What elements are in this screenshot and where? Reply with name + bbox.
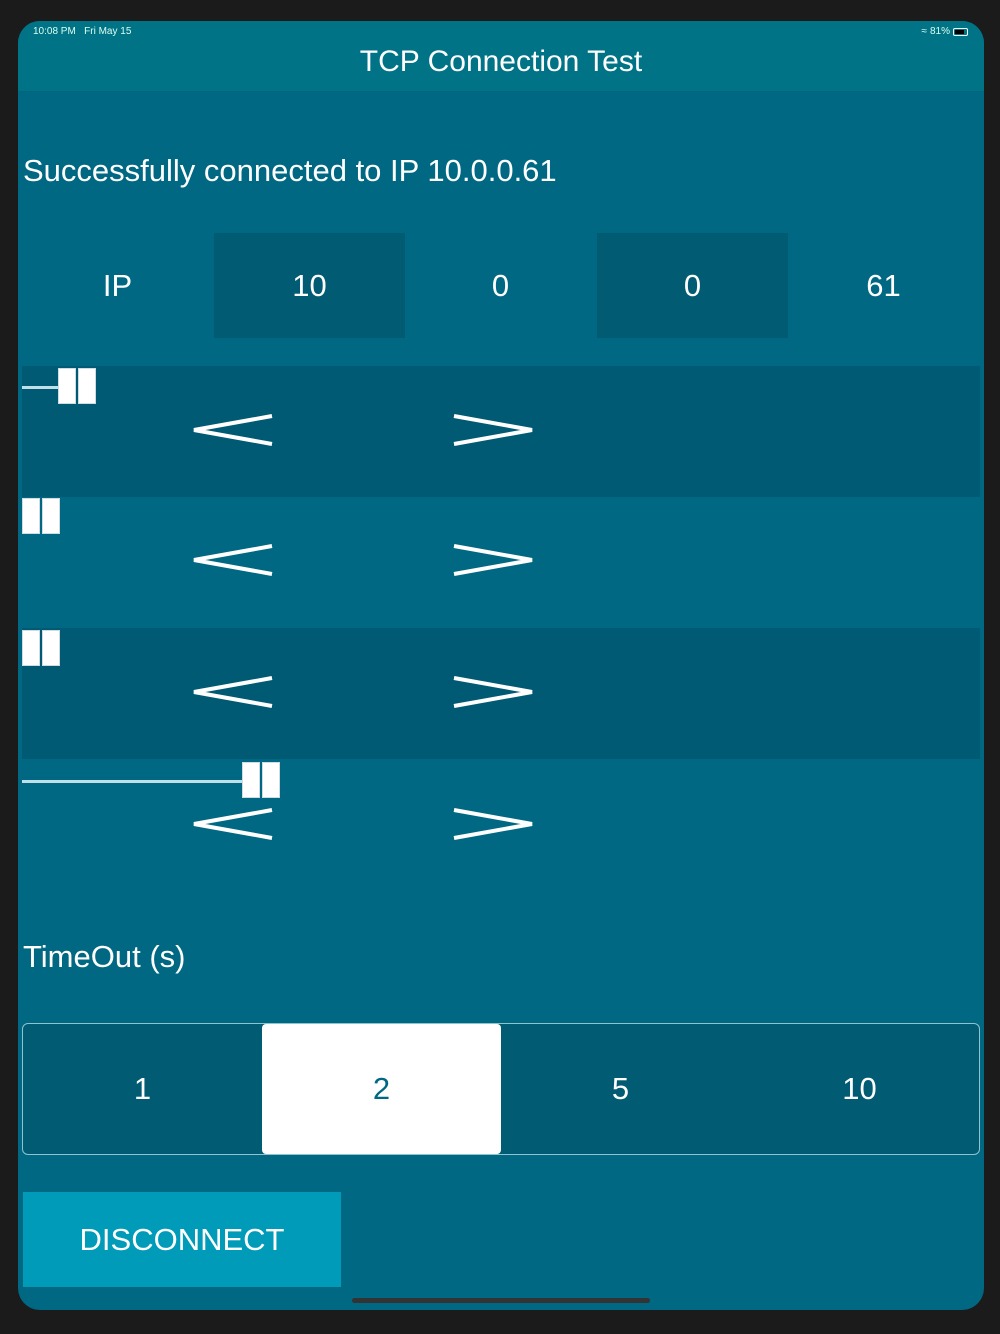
slider-thumb[interactable]	[58, 368, 97, 404]
ip-octet-2: 0	[491, 267, 510, 303]
timeout-option-1[interactable]: 1	[133, 1071, 152, 1106]
timeout-option-2[interactable]: 2	[262, 1024, 501, 1154]
timeout-option-10[interactable]: 10	[842, 1071, 877, 1106]
battery-percent: 81%	[929, 26, 950, 37]
ip-octet-4: 61	[866, 267, 901, 303]
page-title: TCP Connection Test	[359, 45, 643, 78]
slider-thumb[interactable]	[22, 630, 60, 666]
slider-thumb[interactable]	[22, 498, 60, 534]
ip-label: IP	[102, 267, 133, 303]
slider-thumb[interactable]	[242, 762, 281, 798]
timeout-segmented-control[interactable]: 1 2 5 10	[22, 1023, 980, 1155]
nav-header: 10:08 PM Fri May 15 ≈ 81% TCP Connection…	[18, 21, 984, 92]
status-date: Fri May 15	[84, 26, 132, 37]
decrement-arrow-icon[interactable]	[190, 542, 274, 578]
battery-icon	[953, 27, 968, 36]
timeout-label: TimeOut (s)	[23, 939, 186, 974]
timeout-option-5[interactable]: 5	[611, 1071, 630, 1106]
status-time: 10:08 PM	[33, 26, 76, 37]
increment-arrow-icon[interactable]	[452, 412, 536, 448]
slider-track[interactable]	[22, 386, 59, 389]
wifi-icon: ≈	[921, 26, 927, 37]
slider-track[interactable]	[22, 780, 243, 783]
octet-slider-row-1	[22, 366, 980, 497]
app-screen: 10:08 PM Fri May 15 ≈ 81% TCP Connection…	[18, 21, 984, 1310]
status-indicators: ≈ 81%	[921, 26, 968, 37]
decrement-arrow-icon[interactable]	[190, 806, 274, 842]
increment-arrow-icon[interactable]	[452, 542, 536, 578]
octet-slider-row-2	[22, 496, 980, 627]
home-indicator[interactable]	[352, 1298, 650, 1303]
increment-arrow-icon[interactable]	[452, 806, 536, 842]
disconnect-button[interactable]: DISCONNECT	[23, 1192, 341, 1287]
decrement-arrow-icon[interactable]	[190, 674, 274, 710]
ip-octet-3: 0	[597, 233, 788, 338]
increment-arrow-icon[interactable]	[452, 674, 536, 710]
octet-slider-row-4	[22, 760, 980, 891]
decrement-arrow-icon[interactable]	[190, 412, 274, 448]
status-time-date: 10:08 PM Fri May 15	[33, 26, 131, 37]
ip-display: IP 10 0 0 61	[18, 233, 984, 338]
ip-octet-1: 10	[214, 233, 405, 338]
octet-slider-row-3	[22, 628, 980, 759]
connection-status-message: Successfully connected to IP 10.0.0.61	[23, 153, 557, 188]
